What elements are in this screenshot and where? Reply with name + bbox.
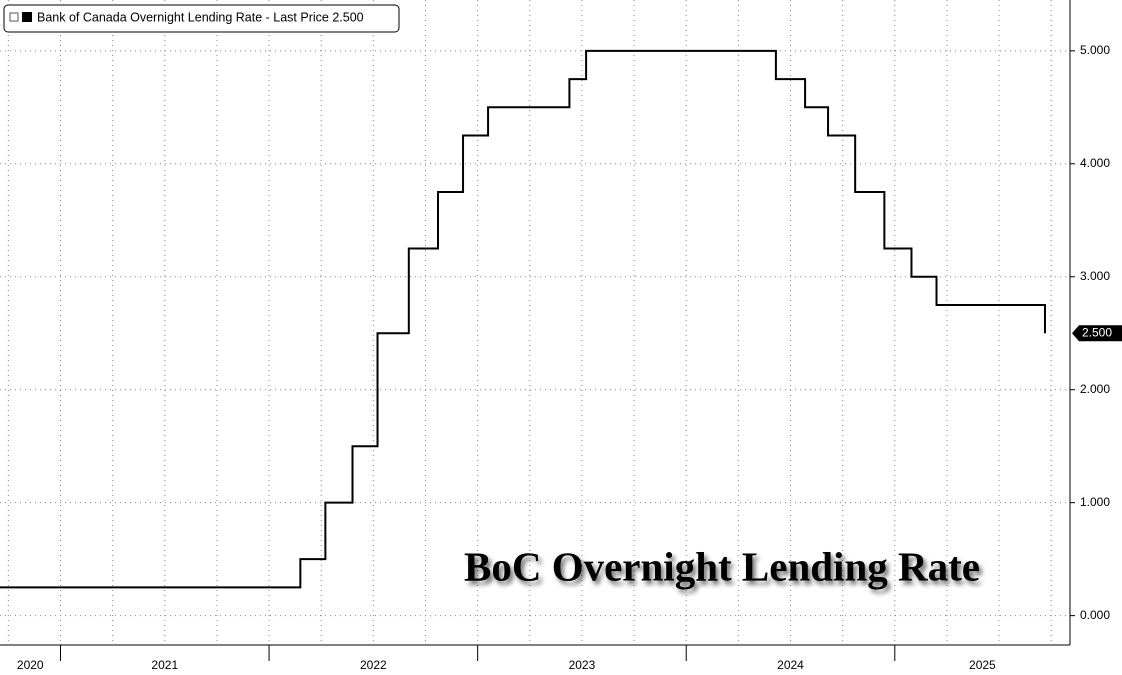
x-tick-label: 2022: [360, 658, 387, 672]
legend-box: [3, 4, 400, 33]
x-tick-label: 2023: [569, 658, 596, 672]
x-tick-label: 2024: [777, 658, 804, 672]
legend-expand-icon: [9, 12, 19, 22]
y-tick-label: 5.000: [1080, 43, 1110, 57]
legend: Bank of Canada Overnight Lending Rate - …: [3, 4, 400, 33]
x-tick-label: 2021: [151, 658, 178, 672]
x-tick-label: 2020: [17, 658, 44, 672]
legend-swatch: [22, 12, 32, 22]
x-tick-label: 2025: [969, 658, 996, 672]
y-tick-label: 2.000: [1080, 382, 1110, 396]
last-price-tag: [1072, 325, 1122, 342]
step-line: [0, 49, 1046, 589]
y-tick-label: 4.000: [1080, 156, 1110, 170]
annotation: BoC Overnight Lending Rate: [464, 543, 980, 589]
y-tick-label: 3.000: [1080, 269, 1110, 283]
y-tick-label: 1.000: [1080, 495, 1110, 509]
legend-label: Bank of Canada Overnight Lending Rate - …: [37, 10, 364, 24]
y-tick-label: 0.000: [1080, 608, 1110, 622]
last-price-label: 2.500: [1082, 325, 1112, 339]
